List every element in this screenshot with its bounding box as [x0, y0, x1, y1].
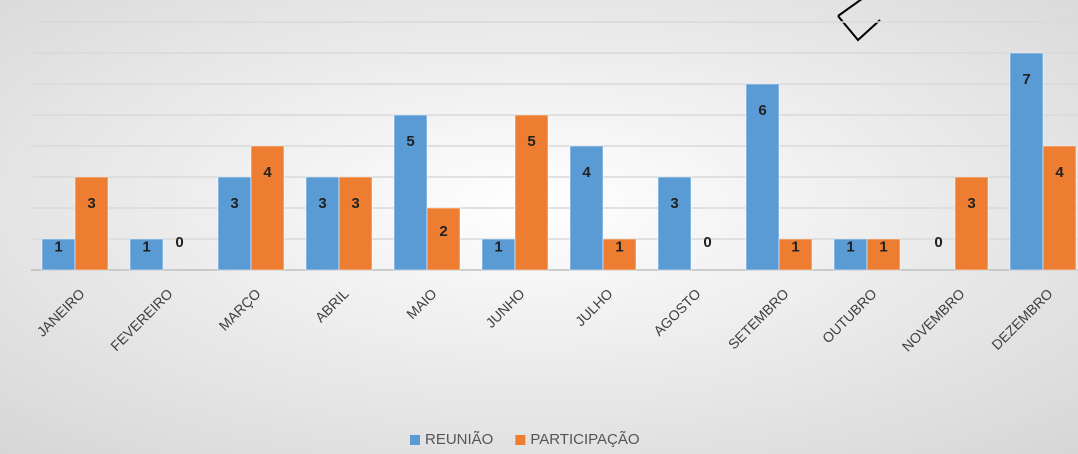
legend-swatch [515, 435, 526, 445]
bar [1009, 52, 1044, 271]
data-label: 3 [967, 195, 975, 212]
legend-label: PARTICIPAÇÃO [530, 431, 639, 448]
data-label: 1 [879, 238, 887, 255]
data-label: 1 [846, 238, 854, 255]
bar [602, 238, 637, 271]
data-label: 1 [791, 238, 799, 255]
data-label: 4 [263, 164, 272, 181]
data-label: 1 [615, 238, 623, 255]
data-label: 7 [1022, 71, 1030, 88]
bar [250, 145, 285, 271]
data-label: 2 [439, 223, 447, 240]
bar [41, 238, 76, 271]
bar [745, 83, 780, 271]
data-label: 0 [703, 234, 711, 251]
bar [954, 176, 989, 271]
bar [866, 238, 901, 271]
bar [305, 176, 340, 271]
data-label: 4 [1055, 164, 1064, 181]
data-label: 0 [934, 234, 942, 251]
data-label: 1 [54, 238, 62, 255]
bar [778, 238, 813, 271]
data-label: 5 [527, 133, 535, 150]
data-label: 1 [142, 238, 150, 255]
data-label: 5 [406, 133, 414, 150]
data-label: 3 [87, 195, 95, 212]
legend-label: REUNIÃO [425, 431, 493, 448]
legend-swatch [410, 435, 420, 445]
bar [569, 145, 604, 271]
data-label: 3 [351, 195, 359, 212]
data-label: 1 [494, 238, 502, 255]
bar [1042, 145, 1077, 271]
bar [514, 114, 549, 271]
bar [217, 176, 252, 271]
bar [338, 176, 373, 271]
bar [74, 176, 109, 271]
data-label: 4 [582, 164, 591, 181]
data-label: 3 [230, 195, 238, 212]
data-label: 3 [318, 195, 326, 212]
data-label: 0 [175, 234, 183, 251]
annotation-stroke [837, 0, 881, 42]
data-label: 6 [758, 102, 766, 119]
bar [129, 238, 164, 271]
bar [426, 207, 461, 271]
bar [657, 176, 692, 271]
bar [393, 114, 428, 271]
data-label: 3 [670, 195, 678, 212]
